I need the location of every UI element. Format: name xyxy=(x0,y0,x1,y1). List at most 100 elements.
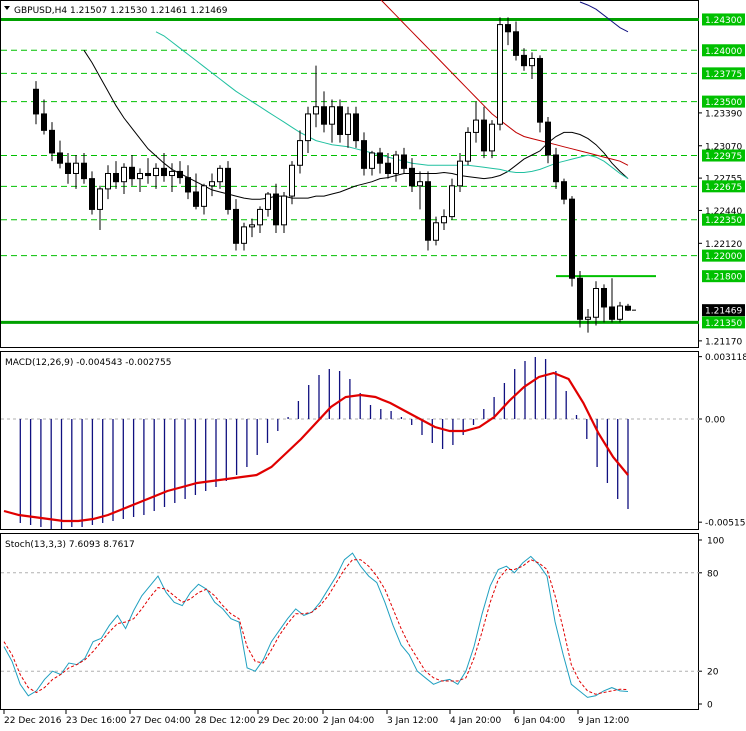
candle-body xyxy=(97,188,103,210)
candle-body xyxy=(137,172,143,180)
candle-body xyxy=(121,166,127,183)
candle-body xyxy=(209,181,215,187)
stoch-pane-title: Stoch(13,3,3) 7.6093 8.7617 xyxy=(5,540,135,550)
price-tick-label: 1.23390 xyxy=(705,109,742,119)
stoch-pane xyxy=(1,552,699,698)
candle-body xyxy=(105,172,111,190)
moving-average-line xyxy=(155,31,629,180)
candle-body xyxy=(513,31,519,56)
candle-body xyxy=(81,162,87,180)
candle-body xyxy=(457,160,463,187)
candle-body xyxy=(33,88,39,115)
time-axis-label: 28 Dec 12:00 xyxy=(195,716,256,726)
candle-body xyxy=(345,113,351,135)
price-tick-label: 1.21170 xyxy=(705,337,742,347)
time-axis-label: 22 Dec 2016 xyxy=(4,716,62,726)
time-axis-label: 29 Dec 20:00 xyxy=(258,716,319,726)
price-pane-title: GBPUSD,H4 1.21507 1.21530 1.21461 1.2146… xyxy=(14,6,228,16)
candle-body xyxy=(153,167,159,177)
candle-body xyxy=(289,164,295,197)
candle-body xyxy=(217,167,223,183)
candle-body xyxy=(145,172,151,177)
price-level-label: 1.23500 xyxy=(705,98,742,108)
price-title-group: GBPUSD,H4 1.21507 1.21530 1.21461 1.2146… xyxy=(4,6,228,16)
stoch-tick-label: 0 xyxy=(707,701,713,711)
candle-body xyxy=(505,24,511,33)
price-level-tag xyxy=(702,316,745,329)
candle-body xyxy=(545,121,551,156)
candle-body xyxy=(593,287,599,318)
price-level-label: 1.22675 xyxy=(705,183,742,193)
candle-body xyxy=(65,162,71,174)
price-pane-frame xyxy=(0,0,699,348)
macd-pane xyxy=(1,357,699,529)
macd-pane-frame xyxy=(0,351,699,530)
candle-body xyxy=(377,152,383,164)
time-axis-label: 9 Jan 12:00 xyxy=(578,716,630,726)
price-level-label: 1.21350 xyxy=(705,319,742,329)
price-level-label: 1.24300 xyxy=(705,16,742,26)
price-level-tag xyxy=(702,95,745,108)
candle-body xyxy=(129,166,135,180)
candle-body xyxy=(169,170,175,177)
price-level-tag xyxy=(702,270,745,283)
candle-body xyxy=(361,140,367,169)
price-level-tag xyxy=(702,213,745,226)
candle-body xyxy=(313,106,319,115)
price-level-label: 1.22975 xyxy=(705,152,742,162)
price-level-tag xyxy=(702,180,745,193)
macd-tick-label: -0.005159 xyxy=(705,519,746,529)
candle-body xyxy=(369,152,375,169)
current-price-label: 1.21469 xyxy=(705,307,742,317)
time-axis-label: 6 Jan 04:00 xyxy=(514,716,566,726)
candle-body xyxy=(89,178,95,210)
price-level-tag xyxy=(702,13,745,26)
candle-body xyxy=(329,106,335,125)
candle-body xyxy=(553,154,559,183)
candle-body xyxy=(481,119,487,152)
moving-average-line xyxy=(83,50,629,200)
candle-body xyxy=(537,57,543,123)
price-level-tag xyxy=(702,249,745,262)
candle-body xyxy=(257,208,263,226)
stoch-tick-label: 80 xyxy=(707,569,719,579)
candle-body xyxy=(601,287,607,308)
price-level-label: 1.24000 xyxy=(705,47,742,57)
candle-body xyxy=(473,119,479,133)
price-tick-label: 1.22440 xyxy=(705,207,742,217)
candle-body xyxy=(249,224,255,228)
candle-body xyxy=(449,185,455,218)
candle-body xyxy=(609,306,615,320)
candle-body xyxy=(465,131,471,162)
price-tick-label: 1.22120 xyxy=(705,240,742,250)
price-level-tag xyxy=(702,149,745,162)
candle-body xyxy=(273,193,279,226)
symbol-dropdown-icon xyxy=(4,6,10,10)
price-level-label: 1.22350 xyxy=(705,216,742,226)
candle-body xyxy=(577,277,583,320)
candle-body xyxy=(385,162,391,174)
price-level-label: 1.21800 xyxy=(705,273,742,283)
candle-body xyxy=(353,113,359,142)
price-level-tag xyxy=(702,67,745,80)
price-level-label: 1.23775 xyxy=(705,70,742,80)
candle-body xyxy=(569,198,575,279)
candle-body xyxy=(417,181,423,187)
candle-body xyxy=(241,226,247,244)
candle-body xyxy=(529,57,535,67)
candle-body xyxy=(193,191,199,207)
stoch-tick-label: 100 xyxy=(707,537,724,547)
candle-body xyxy=(201,185,207,207)
candle-body xyxy=(625,305,631,311)
candle-body xyxy=(225,167,231,210)
candle-body xyxy=(265,193,271,210)
candle-body xyxy=(57,152,63,164)
candle-body xyxy=(521,54,527,67)
time-axis-label: 3 Jan 12:00 xyxy=(387,716,439,726)
candle-body xyxy=(561,181,567,200)
candle-body xyxy=(393,154,399,174)
moving-average-line xyxy=(380,0,629,166)
time-axis-label: 4 Jan 20:00 xyxy=(450,716,502,726)
stoch-pane-frame xyxy=(0,533,699,710)
